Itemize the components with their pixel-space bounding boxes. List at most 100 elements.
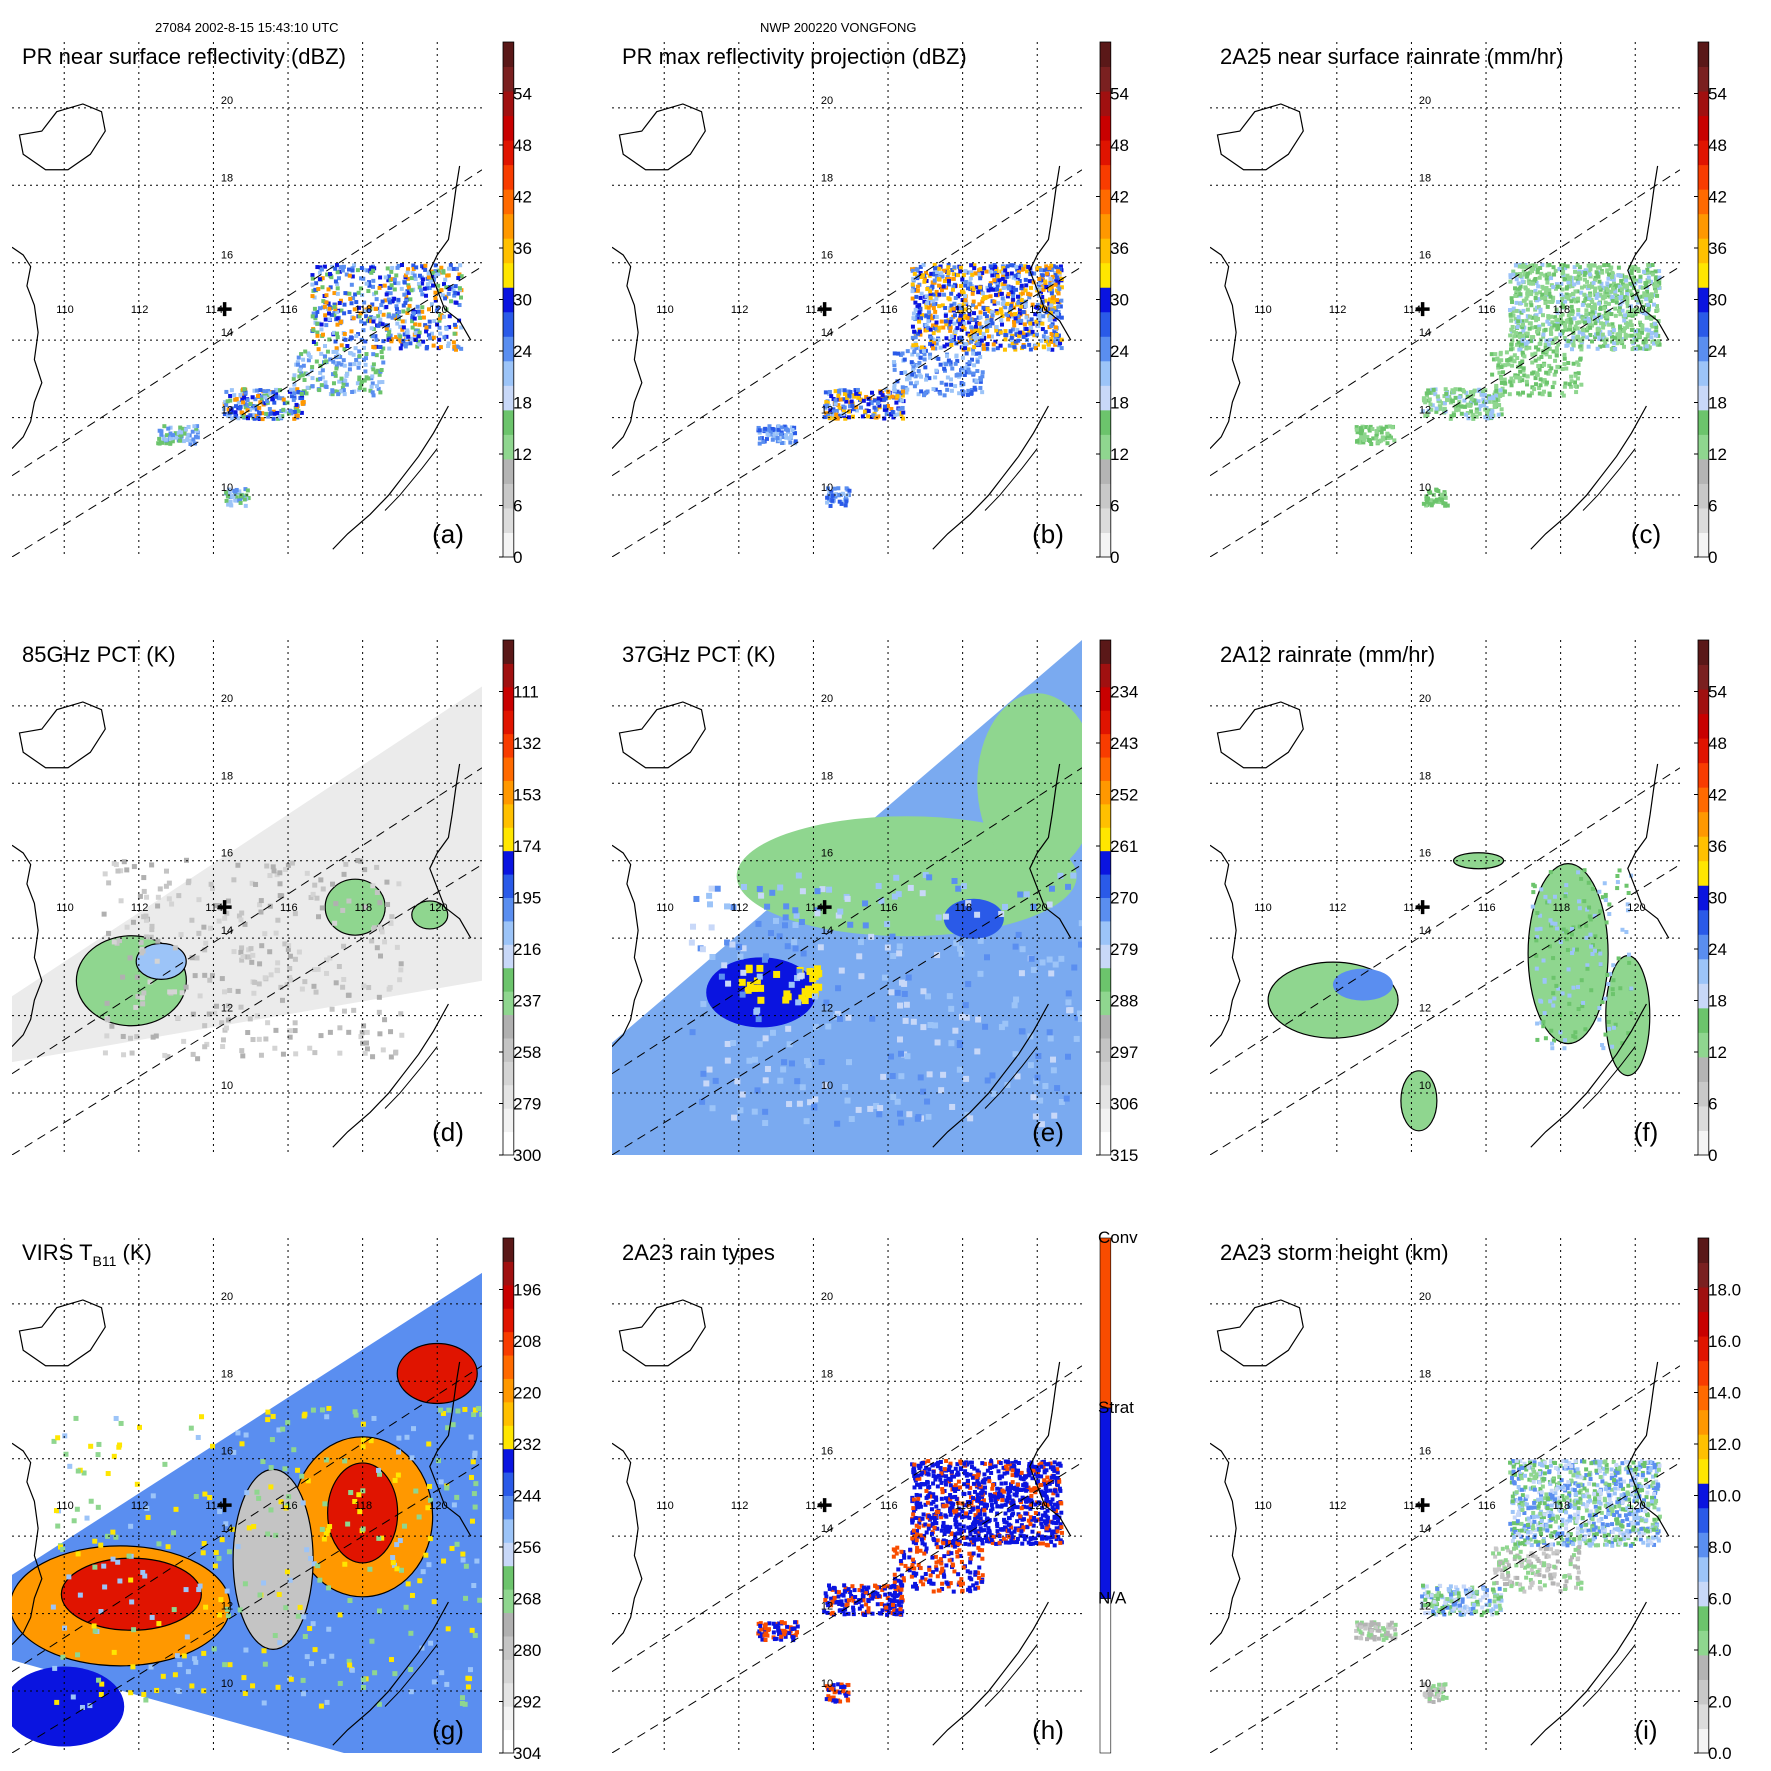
lon-label: 120 [429,304,447,316]
colorbar-tick-label: 54 [1708,85,1727,104]
vietnam-coastline [1210,246,1241,449]
lat-label: 18 [221,172,233,184]
hainan-coastline [618,103,706,171]
colorbar-tick-label: 252 [1110,786,1138,805]
colorbar-tick-label: 54 [1708,683,1727,702]
lat-lon-grid: 110 112 114 116 118 120 10 12 14 16 18 20 [1210,42,1680,557]
rain-pixels [1421,487,1450,508]
lon-label: 118 [1553,304,1571,316]
colorbar-tick-label: 304 [513,1744,541,1763]
lon-label: 120 [1029,902,1047,914]
lon-label: 112 [131,304,149,316]
lon-label: 116 [880,304,898,316]
colorbar-tick-label: 315 [1110,1146,1138,1165]
rain-pixels [822,387,906,421]
lon-label: 112 [1329,304,1347,316]
panel-label: (d) [432,1117,464,1147]
hainan-coastline [1216,103,1304,171]
lat-label: 18 [821,172,833,184]
lat-label: 12 [221,1003,233,1015]
lon-label: 116 [280,1500,298,1512]
panel-g: 110 112 114 116 118 120 10 12 14 16 18 20 VIRS TB11 … [12,1238,482,1753]
colorbar-tick-label: 195 [513,889,541,908]
colorbar-label: Strat [1098,1398,1134,1417]
palawan-coastline [932,1601,1049,1746]
lat-label: 12 [221,405,233,417]
colorbar-tick-label: 30 [1110,291,1129,310]
pr-swath-edge [12,266,482,557]
rain-pixels [891,348,985,398]
panel-label: (f) [1634,1117,1659,1147]
colorbar-tick-label: 36 [1110,239,1129,258]
storm-center-cross [1415,900,1430,915]
lon-label: 120 [1029,1500,1047,1512]
pr-swath-edge [12,1462,482,1753]
lat-label: 18 [221,1368,233,1380]
lon-label: 110 [656,902,674,914]
rain-pixels [291,349,386,398]
rain-pixels [824,1682,851,1704]
vietnam-coastline [12,844,43,1047]
lon-label: 114 [1403,304,1421,316]
panel-label: (g) [432,1715,464,1745]
lon-label: 110 [1254,1500,1272,1512]
lat-label: 10 [1419,1080,1431,1092]
vietnam-coastline [12,246,43,449]
lat-label: 14 [221,925,233,937]
colorbar-b: 0 6 12 18 24 30 36 42 48 54 [1096,41,1129,567]
rain-pixels [1489,348,1584,398]
colorbar-tick-label: 16.0 [1708,1332,1741,1351]
colorbar-label: Conv [1098,1228,1138,1247]
lat-label: 16 [821,1446,833,1458]
lat-label: 12 [221,1601,233,1613]
colorbar-tick-label: 174 [513,837,541,856]
rain-pixels [910,1458,1065,1548]
lon-label: 116 [1478,902,1496,914]
vietnam-coastline [1210,1442,1241,1645]
colorbar-tick-label: 216 [513,940,541,959]
colorbar-tick-label: 8.0 [1708,1538,1732,1557]
pr-swath-edge [612,1365,1082,1673]
lat-label: 20 [1419,1291,1431,1303]
rain-pixels [756,1620,800,1643]
panel-title: 2A25 near surface rainrate (mm/hr) [1220,44,1564,69]
colorbar-tick-label: 18 [1110,394,1129,413]
rain-pixels [1354,1620,1398,1642]
colorbar-tick-label: 0 [1708,548,1717,567]
colorbar-tick-label: 111 [513,683,539,702]
lon-label: 110 [56,1500,74,1512]
lat-label: 18 [1419,1368,1431,1380]
panel-label: (e) [1032,1117,1064,1147]
colorbar-tick-label: 243 [1110,734,1138,753]
colorbar-f: 0 6 12 18 24 30 36 42 48 54 [1694,639,1727,1165]
storm-center-cross [217,900,232,915]
colorbar-tick-label: 36 [1708,239,1727,258]
hainan-coastline [1216,1299,1304,1367]
colorbar-h: N/A Strat Conv [1098,1228,1138,1754]
palawan-coastline-inner [1582,448,1636,511]
colorbar-tick-label: 268 [513,1590,541,1609]
colorbar-tick-label: 279 [1110,940,1138,959]
rain-region [977,693,1082,874]
colorbar-tick-label: 10.0 [1708,1487,1741,1506]
colorbar-tick-label: 280 [513,1641,541,1660]
rain-pixels [1420,1583,1504,1618]
pr-swath-edge [1210,864,1680,1155]
palawan-coastline [1530,405,1647,550]
palawan-coastline-inner [384,448,438,511]
lon-label: 114 [1403,902,1421,914]
colorbar-tick-label: 24 [513,342,532,361]
pr-swath-edge [12,1365,482,1673]
lat-label: 10 [221,482,233,494]
lat-label: 16 [1419,250,1431,262]
hainan-coastline [618,1299,706,1367]
lon-label: 120 [1627,304,1645,316]
lat-label: 12 [821,1003,833,1015]
hainan-coastline [18,701,106,769]
colorbar-tick-label: 12 [513,445,532,464]
lon-label: 116 [1478,1500,1496,1512]
panel-label: (c) [1631,519,1661,549]
colorbar-tick-label: 0 [1708,1146,1717,1165]
lat-lon-grid: 110 112 114 116 118 120 10 12 14 16 18 20 [612,640,1082,1155]
